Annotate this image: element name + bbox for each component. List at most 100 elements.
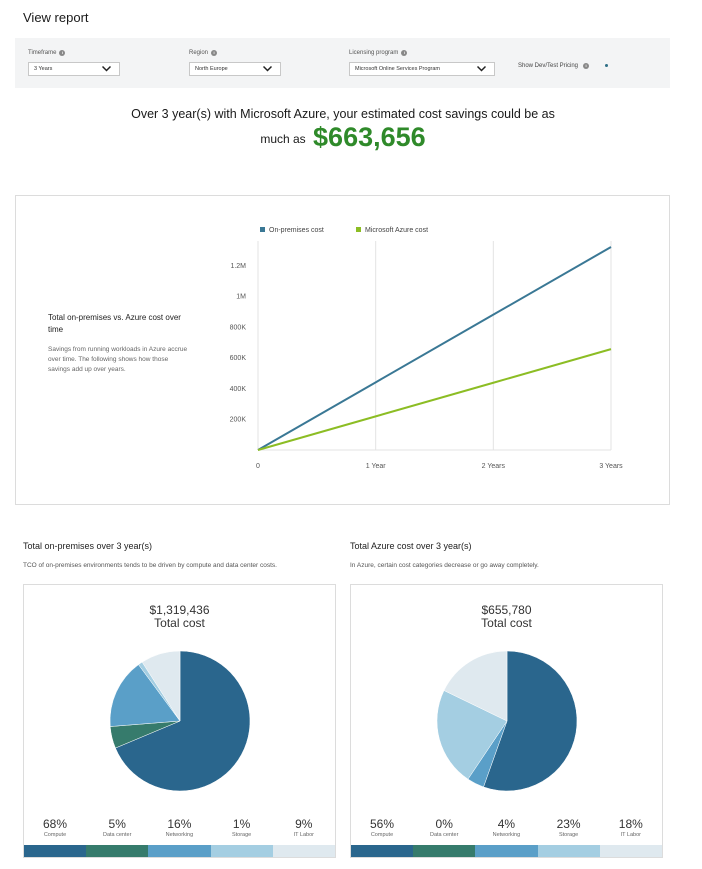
dev-test-label: Show Dev/Test Pricing: [518, 62, 579, 69]
savings-amount: $663,656: [313, 122, 426, 152]
chevron-down-icon: [263, 65, 272, 72]
legend-category: Data center: [429, 832, 459, 838]
legend-percent: 0%: [435, 817, 453, 831]
line-chart: 0 1 Year 2 Years 3 Years 200K 400K 600K 800K 1M 1…: [230, 227, 623, 470]
azure-legend: 56% Compute 0% Data center 4% Networking 23% St…: [351, 817, 664, 839]
legend-percent: 68%: [42, 817, 68, 831]
x-tick-label: 2 Years: [482, 463, 506, 470]
legend-category: IT Labor: [620, 832, 641, 838]
legend-item: 68% Compute: [24, 817, 86, 838]
azure-color-bar: [351, 845, 663, 857]
pie-slice-networking[interactable]: [109, 664, 181, 727]
savings-prefix: much as: [260, 132, 306, 146]
legend-category: Networking: [165, 832, 194, 838]
legend-item: 1% Storage: [211, 817, 273, 838]
onprem-series-line[interactable]: [257, 246, 612, 451]
timeframe-select[interactable]: 3 Years: [28, 62, 120, 76]
legend-item: 5% Data center: [86, 817, 148, 838]
color-bar-segment: [24, 845, 87, 857]
licensing-label: Licensing program: [349, 49, 399, 56]
savings-amount-line: much as $663,656: [0, 122, 686, 153]
azure-total-label: Total cost: [481, 616, 532, 630]
y-tick-label: 600K: [230, 355, 247, 362]
info-icon[interactable]: i: [211, 49, 218, 56]
color-bar-segment: [475, 845, 538, 857]
timeframe-value: 3 Years: [34, 66, 53, 72]
page-title: View report: [23, 10, 89, 25]
legend-item: 0% Data center: [413, 817, 475, 838]
onprem-legend: 68% Compute 5% Data center 16% Networking 1% St…: [24, 817, 337, 839]
legend-item: 16% Networking: [148, 817, 210, 838]
color-bar-segment: [86, 845, 149, 857]
legend-label: Microsoft Azure cost: [365, 227, 428, 234]
azure-section-subtitle: In Azure, certain cost categories decrea…: [350, 562, 539, 569]
pie-slice-it-labor[interactable]: [443, 650, 508, 722]
legend-category: Storage: [558, 832, 579, 838]
color-bar-segment: [272, 845, 336, 857]
chevron-down-icon: [477, 65, 486, 72]
legend-category: Storage: [231, 832, 252, 838]
info-icon[interactable]: i: [59, 49, 66, 56]
legend-swatch: [260, 227, 265, 232]
licensing-select[interactable]: Microsoft Online Services Program: [349, 62, 495, 76]
savings-headline: Over 3 year(s) with Microsoft Azure, you…: [131, 107, 555, 121]
pie-slice-compute[interactable]: [483, 650, 578, 792]
dev-test-toggle[interactable]: [604, 62, 618, 69]
region-filter: Region i North Europe: [189, 48, 281, 76]
legend-percent: 1%: [232, 817, 251, 831]
legend-label: On-premises cost: [269, 227, 324, 234]
color-bar-segment: [537, 845, 600, 857]
onprem-color-bar: [24, 845, 336, 857]
onprem-section-subtitle: TCO of on-premises environments tends to…: [23, 562, 277, 569]
color-bar-segment: [413, 845, 476, 857]
region-label: Region: [189, 49, 209, 56]
pie-slice-it-labor[interactable]: [141, 650, 181, 722]
x-tick-label: 0: [256, 463, 260, 470]
legend-item: 9% IT Labor: [273, 817, 335, 838]
y-tick-label: 400K: [230, 386, 247, 393]
dev-test-pricing: Show Dev/Test Pricing i: [518, 62, 618, 69]
licensing-value: Microsoft Online Services Program: [355, 66, 440, 72]
legend-percent: 9%: [295, 817, 313, 831]
color-bar-segment: [351, 845, 414, 857]
onprem-pie-chart: [109, 650, 251, 792]
color-bar-segment: [148, 845, 211, 857]
legend-swatch: [356, 227, 361, 232]
azure-pie-card: $655,780 Total cost 56% Compute 0% Data cen…: [350, 584, 663, 858]
onprem-total-label: Total cost: [154, 616, 205, 630]
toggle-knob: [605, 64, 609, 67]
legend-percent: 5%: [108, 817, 126, 831]
legend-category: Compute: [43, 832, 67, 838]
onprem-pie-card: $1,319,436 Total cost 68% Compute 5% Data c…: [23, 584, 336, 858]
legend-category: Data center: [102, 832, 132, 838]
cost-over-time-card: Total on-premises vs. Azure cost over ti…: [15, 195, 670, 505]
legend-percent: 56%: [369, 817, 395, 831]
licensing-filter: Licensing program i Microsoft Online Serv…: [349, 48, 495, 76]
y-tick-label: 200K: [230, 417, 247, 424]
legend-percent: 16%: [167, 817, 192, 831]
region-value: North Europe: [195, 66, 228, 72]
legend-category: Networking: [492, 832, 521, 838]
info-icon[interactable]: i: [401, 49, 408, 56]
legend-item: 18% IT Labor: [600, 817, 662, 838]
legend-category: IT Labor: [293, 832, 314, 838]
chevron-down-icon: [102, 65, 111, 72]
chart-description: Savings from running workloads in Azure …: [48, 346, 188, 373]
azure-series-line[interactable]: [257, 348, 612, 451]
x-tick-label: 3 Years: [599, 463, 623, 470]
onprem-total: $1,319,436: [149, 603, 210, 617]
info-icon[interactable]: i: [583, 62, 590, 69]
onprem-section-title: Total on-premises over 3 year(s): [23, 541, 153, 551]
azure-section-title: Total Azure cost over 3 year(s): [350, 541, 472, 551]
timeframe-filter: Timeframe i 3 Years: [28, 48, 120, 76]
chart-title: Total on-premises vs. Azure cost over ti…: [48, 313, 181, 334]
x-tick-label: 1 Year: [366, 463, 387, 470]
legend-percent: 4%: [497, 817, 516, 831]
legend-item: 23% Storage: [538, 817, 600, 838]
region-select[interactable]: North Europe: [189, 62, 281, 76]
azure-total: $655,780: [481, 603, 532, 617]
filter-bar: Timeframe i 3 Years Region i North Europe …: [15, 38, 670, 88]
y-tick-label: 1.2M: [230, 263, 246, 270]
pie-slice-compute[interactable]: [115, 650, 251, 792]
color-bar-segment: [210, 845, 273, 857]
